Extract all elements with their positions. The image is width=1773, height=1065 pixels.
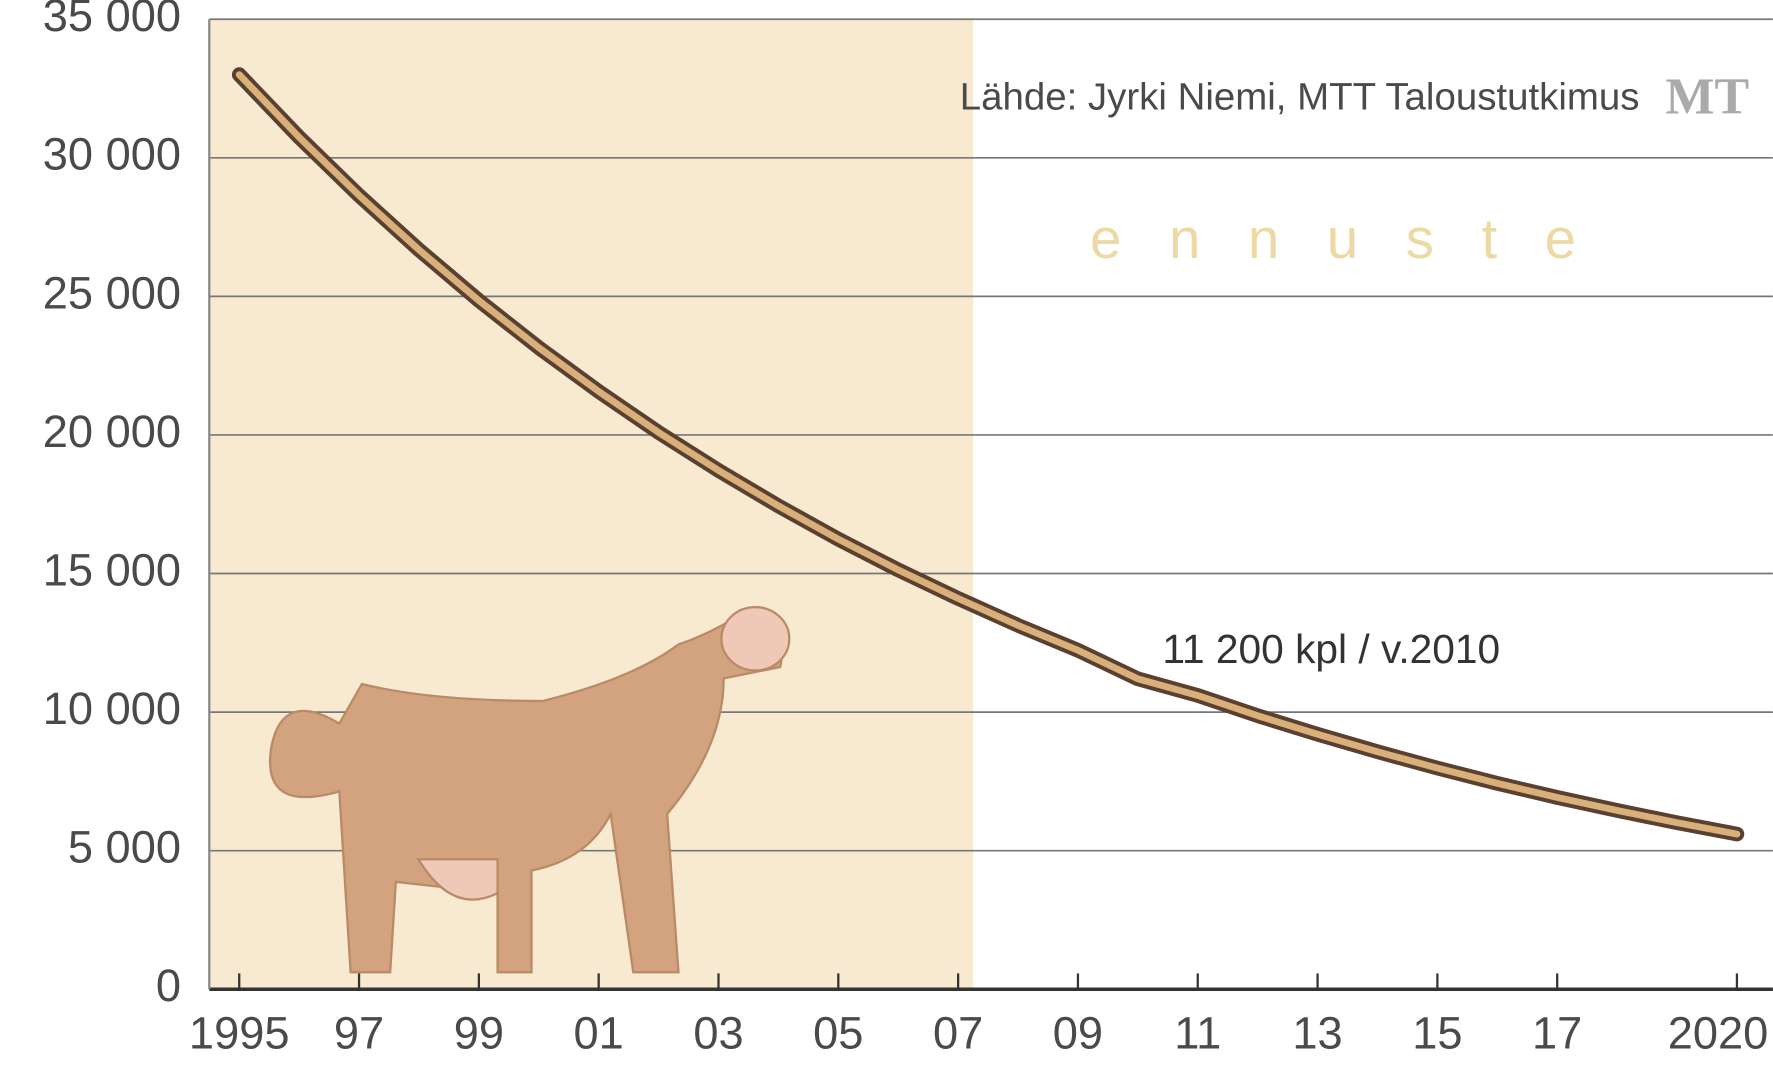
logo: MT <box>1665 69 1749 126</box>
source: Lähde: Jyrki Niemi, MTT Taloustutkimus <box>960 76 1640 119</box>
y-tick-label: 35 000 <box>43 0 181 41</box>
y-tick-label: 20 000 <box>43 406 181 457</box>
annotation: 11 200 kpl / v.2010 <box>1162 626 1500 672</box>
x-tick-label: 1995 <box>189 1008 290 1059</box>
x-tick-label: 05 <box>813 1008 863 1059</box>
y-tick-label: 0 <box>156 960 181 1011</box>
x-tick-label: 01 <box>574 1008 624 1059</box>
line <box>235 71 1741 838</box>
y-tick-label: 25 000 <box>43 267 181 318</box>
forecast-label: ennuste <box>1090 207 1624 270</box>
x-tick-label: 99 <box>454 1008 504 1059</box>
y-tick-label: 5 000 <box>68 822 181 873</box>
x-tick-label: 13 <box>1292 1008 1342 1059</box>
cow <box>269 605 791 974</box>
x-tick-label: 09 <box>1053 1008 1103 1059</box>
y-tick-label: 15 000 <box>43 544 181 595</box>
x-tick-label: 11 <box>1174 1008 1221 1059</box>
x-tick-label: 2020 <box>1668 1008 1769 1059</box>
x-tick-label: 97 <box>334 1008 384 1059</box>
x-tick-label: 03 <box>693 1008 743 1059</box>
x-tick-label: 07 <box>933 1008 983 1059</box>
y-tick-label: 10 000 <box>43 683 181 734</box>
y-tick-label: 30 000 <box>43 129 181 180</box>
x-tick-label: 17 <box>1532 1008 1582 1059</box>
x-tick-label: 15 <box>1412 1008 1462 1059</box>
